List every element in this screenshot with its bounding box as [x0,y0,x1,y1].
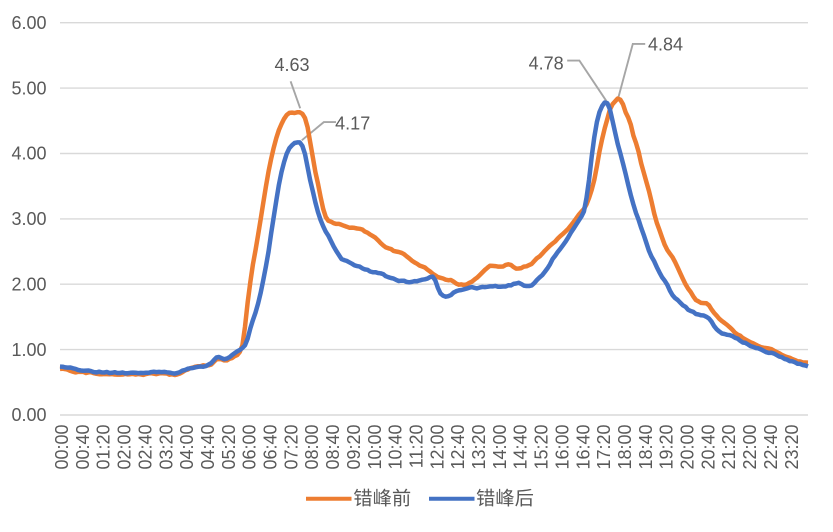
svg-text:09:20: 09:20 [344,425,364,470]
svg-text:4.78: 4.78 [529,53,564,73]
svg-text:23:20: 23:20 [782,425,802,470]
svg-text:18:40: 18:40 [636,425,656,470]
svg-text:00:00: 00:00 [52,425,72,470]
svg-text:4.17: 4.17 [335,114,370,134]
svg-text:19:20: 19:20 [657,425,677,470]
svg-text:05:20: 05:20 [219,425,239,470]
svg-text:12:00: 12:00 [427,425,447,470]
svg-text:16:00: 16:00 [552,425,572,470]
svg-text:20:00: 20:00 [678,425,698,470]
svg-text:22:40: 22:40 [761,425,781,470]
svg-text:01:20: 01:20 [94,425,114,470]
svg-text:10:40: 10:40 [386,425,406,470]
svg-text:11:20: 11:20 [407,425,427,469]
svg-text:14:40: 14:40 [511,425,531,470]
svg-text:08:00: 08:00 [302,425,322,470]
svg-text:14:00: 14:00 [490,425,510,470]
svg-text:12:40: 12:40 [448,425,468,470]
svg-text:03:20: 03:20 [156,425,176,470]
svg-text:06:00: 06:00 [240,425,260,470]
svg-text:17:20: 17:20 [594,425,614,470]
svg-text:07:20: 07:20 [281,425,301,470]
svg-text:13:20: 13:20 [469,425,489,470]
svg-text:5.00: 5.00 [11,78,46,98]
svg-text:10:00: 10:00 [365,425,385,470]
svg-text:0.00: 0.00 [11,405,46,425]
svg-text:2.00: 2.00 [11,274,46,294]
svg-text:08:40: 08:40 [323,425,343,470]
svg-text:02:00: 02:00 [115,425,135,470]
svg-text:1.00: 1.00 [11,340,46,360]
svg-text:20:40: 20:40 [698,425,718,470]
svg-text:04:40: 04:40 [198,425,218,470]
svg-text:4.00: 4.00 [11,144,46,164]
svg-text:02:40: 02:40 [135,425,155,470]
svg-text:21:20: 21:20 [719,425,739,470]
svg-text:6.00: 6.00 [11,13,46,33]
svg-text:4.84: 4.84 [648,35,683,55]
svg-text:16:40: 16:40 [573,425,593,470]
svg-text:15:20: 15:20 [532,425,552,470]
svg-text:06:40: 06:40 [261,425,281,470]
svg-text:22:00: 22:00 [740,425,760,470]
svg-text:00:40: 00:40 [73,425,93,470]
svg-text:4.63: 4.63 [274,55,309,75]
svg-text:04:00: 04:00 [177,425,197,470]
svg-text:18:00: 18:00 [615,425,635,470]
svg-text:3.00: 3.00 [11,209,46,229]
